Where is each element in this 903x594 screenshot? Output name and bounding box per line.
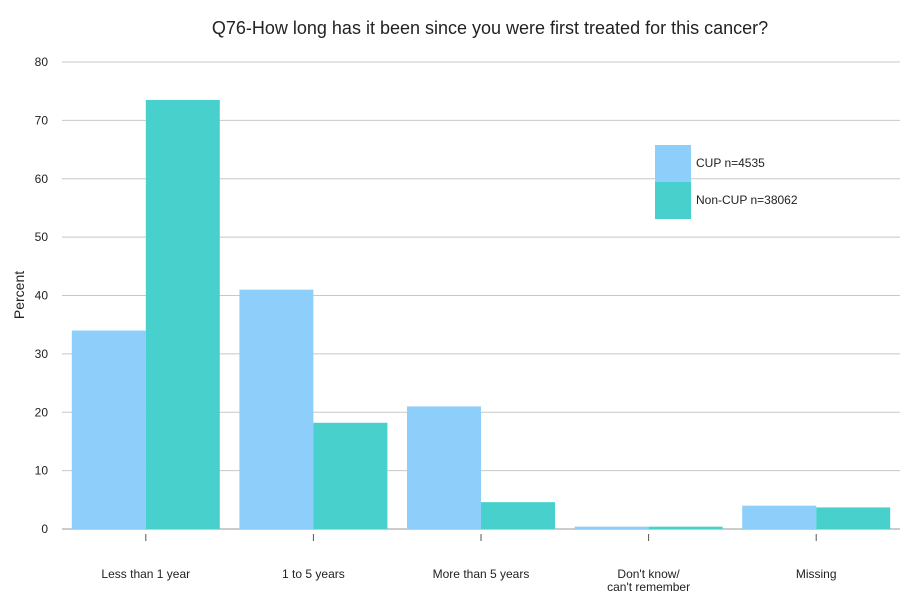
x-tick-label-3: Don't know/ xyxy=(617,567,680,581)
bar-series1-cat1 xyxy=(313,422,388,529)
legend-label-0: CUP n=4535 xyxy=(696,156,765,170)
y-tick-label-70: 70 xyxy=(35,113,49,127)
y-tick-label-80: 80 xyxy=(35,55,49,69)
y-axis-ticks: 0 10 20 30 40 50 60 70 80 xyxy=(35,55,49,536)
y-tick-label-50: 50 xyxy=(35,230,49,244)
y-tick-label-20: 20 xyxy=(35,405,49,419)
y-tick-label-0: 0 xyxy=(41,522,48,536)
y-tick-label-10: 10 xyxy=(35,464,49,478)
legend-swatch-0 xyxy=(655,145,691,182)
x-tick-label-3-line2: can't remember xyxy=(607,580,690,594)
y-tick-label-30: 30 xyxy=(35,347,49,361)
legend-swatch-1 xyxy=(655,182,691,219)
bar-series1-cat3 xyxy=(648,526,723,529)
x-axis-ticks: Less than 1 year 1 to 5 years More than 5 … xyxy=(101,534,837,594)
bar-series0-cat1 xyxy=(239,289,314,529)
x-tick-label-2: More than 5 years xyxy=(433,567,530,581)
y-tick-label-40: 40 xyxy=(35,289,49,303)
bar-series0-cat4 xyxy=(742,505,817,529)
bar-series1-cat2 xyxy=(481,502,555,529)
bars xyxy=(71,99,891,529)
x-tick-label-4: Missing xyxy=(796,567,837,581)
legend: CUP n=4535 Non-CUP n=38062 xyxy=(655,145,798,219)
y-tick-label-60: 60 xyxy=(35,172,49,186)
bar-series0-cat2 xyxy=(407,406,481,529)
bar-series0-cat3 xyxy=(574,526,649,529)
y-axis-label: Percent xyxy=(11,271,27,319)
chart-title: Q76-How long has it been since you were … xyxy=(212,18,768,38)
bar-series0-cat0 xyxy=(71,330,146,529)
x-tick-label-1: 1 to 5 years xyxy=(282,567,345,581)
x-tick-label-0: Less than 1 year xyxy=(101,567,190,581)
bar-series1-cat4 xyxy=(816,507,891,529)
legend-label-1: Non-CUP n=38062 xyxy=(696,193,798,207)
bar-series1-cat0 xyxy=(145,99,220,529)
